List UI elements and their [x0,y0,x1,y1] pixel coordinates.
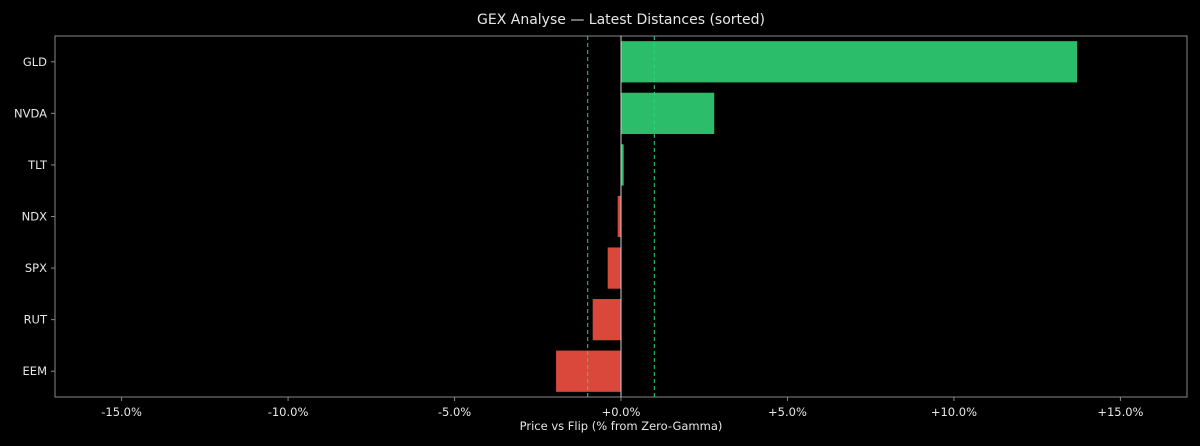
x-tick-label-4: +5.0% [768,405,807,419]
x-tick-label-3: +0.0% [602,405,641,419]
y-tick-label-gld: GLD [23,55,47,69]
plot-area: GLD NVDA TLT NDX SPX RUT EEM -15.0% -10.0% -5.0% +… [14,35,1188,419]
y-tick-label-spx: SPX [25,261,47,275]
x-tick-label-5: +10.0% [931,405,977,419]
y-tick-label-ndx: NDX [22,210,47,224]
x-tick-label-0: -15.0% [101,405,142,419]
bar-nvda [621,92,715,134]
bar-gld [621,41,1078,83]
bar-eem [556,350,621,392]
bar-spx [607,247,621,289]
bar-rut [592,299,621,341]
x-tick-label-6: +15.0% [1097,405,1143,419]
bar-tlt [621,144,624,186]
chart-title: GEX Analyse — Latest Distances (sorted) [477,12,765,28]
x-tick-label-1: -10.0% [268,405,309,419]
x-tick-label-2: -5.0% [438,405,471,419]
y-tick-label-rut: RUT [24,313,48,327]
bar-ndx [617,195,621,238]
x-axis-label: Price vs Flip (% from Zero-Gamma) [520,419,723,433]
y-tick-label-nvda: NVDA [14,106,47,120]
y-tick-label-tlt: TLT [27,158,48,172]
y-tick-label-eem: EEM [23,364,47,378]
